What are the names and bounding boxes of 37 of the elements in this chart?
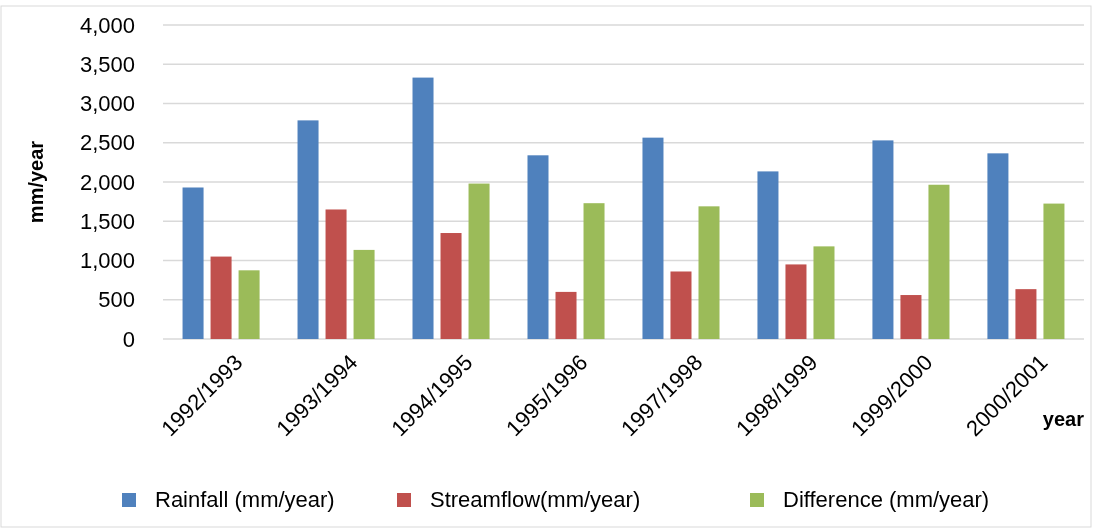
y-tick-label: 500 (98, 287, 135, 313)
bar (353, 249, 375, 339)
bar (785, 264, 807, 339)
bar (900, 295, 922, 339)
bar (468, 183, 490, 339)
bar (928, 184, 950, 339)
bar (527, 155, 549, 339)
y-tick-label: 3,500 (79, 51, 135, 77)
bar (698, 206, 720, 339)
y-axis-title: mm/year (25, 140, 47, 224)
bar (987, 153, 1009, 339)
legend-label: Rainfall (mm/year) (155, 487, 335, 512)
bar (238, 270, 260, 339)
y-tick-label: 2,500 (79, 130, 135, 156)
bar (297, 120, 319, 339)
y-tick-label: 4,000 (79, 12, 135, 38)
bar (440, 233, 462, 339)
bar (583, 203, 605, 339)
bar (210, 256, 232, 339)
y-tick-label: 1,000 (79, 248, 135, 274)
bar (872, 140, 894, 339)
bar (1043, 203, 1065, 339)
bar (325, 209, 347, 339)
y-tick-label: 0 (122, 326, 135, 352)
legend-label: Streamflow(mm/year) (430, 487, 641, 512)
bar (670, 271, 692, 339)
bar (757, 171, 779, 339)
legend-label: Difference (mm/year) (783, 487, 990, 512)
bar (1015, 289, 1037, 339)
bar (182, 187, 204, 339)
y-tick-label: 3,000 (79, 91, 135, 117)
bar (555, 291, 577, 339)
bar (412, 77, 434, 339)
bar (813, 246, 835, 339)
bar (642, 137, 664, 339)
y-tick-label: 1,500 (79, 208, 135, 234)
y-tick-label: 2,000 (79, 169, 135, 195)
